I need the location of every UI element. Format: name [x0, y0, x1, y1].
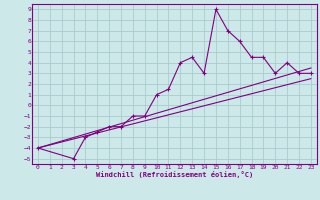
X-axis label: Windchill (Refroidissement éolien,°C): Windchill (Refroidissement éolien,°C) [96, 171, 253, 178]
